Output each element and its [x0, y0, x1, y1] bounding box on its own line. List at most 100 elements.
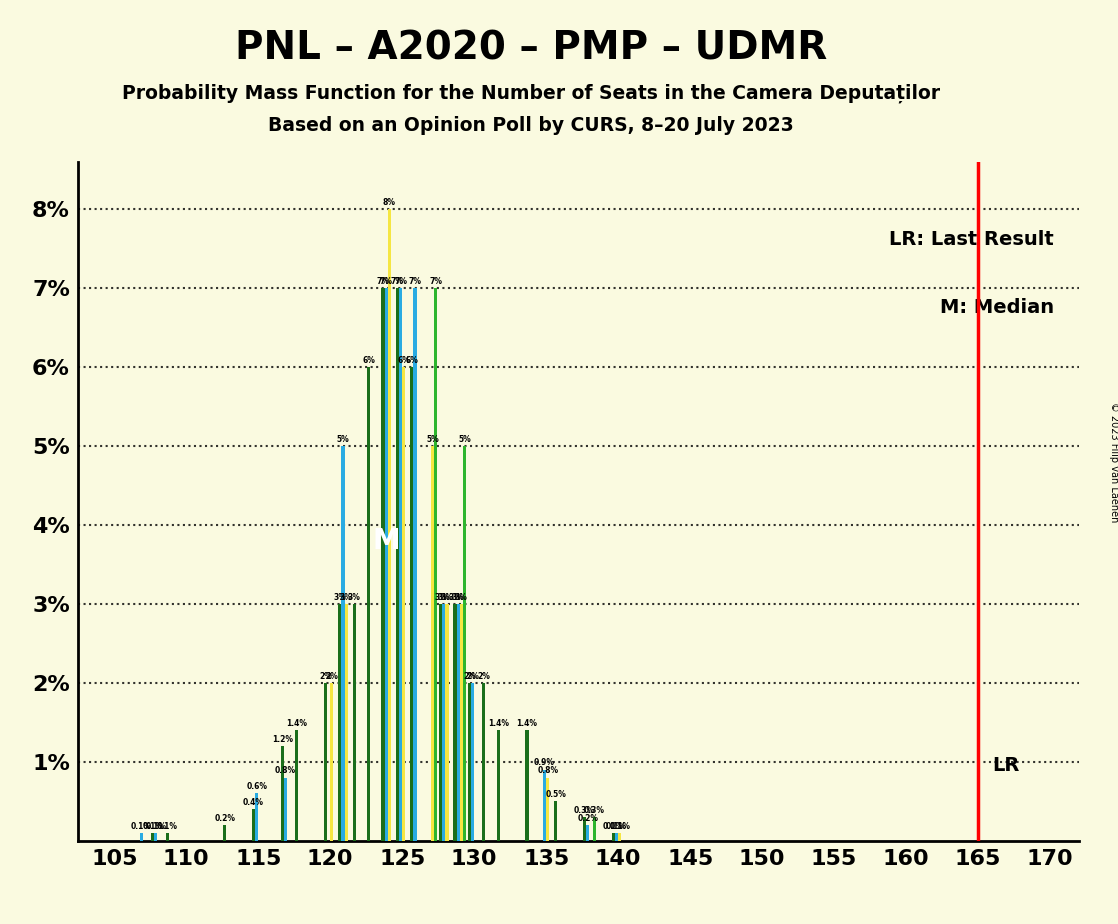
Bar — [463, 446, 466, 841]
Bar — [252, 809, 255, 841]
Text: 0.6%: 0.6% — [246, 782, 267, 791]
Bar — [543, 770, 547, 841]
Text: Probability Mass Function for the Number of Seats in the Camera Deputaților: Probability Mass Function for the Number… — [122, 83, 940, 103]
Text: 2%: 2% — [319, 672, 332, 681]
Text: 6%: 6% — [362, 356, 376, 365]
Bar — [255, 794, 258, 841]
Bar — [339, 604, 341, 841]
Text: LR: Last Result: LR: Last Result — [889, 230, 1054, 249]
Bar — [344, 604, 348, 841]
Text: 0.1%: 0.1% — [157, 821, 178, 831]
Text: 2%: 2% — [325, 672, 339, 681]
Text: 1.4%: 1.4% — [517, 719, 538, 728]
Text: 3%: 3% — [434, 592, 447, 602]
Bar — [140, 833, 143, 841]
Bar — [224, 825, 226, 841]
Bar — [467, 683, 471, 841]
Text: 1.4%: 1.4% — [286, 719, 307, 728]
Bar — [399, 288, 402, 841]
Text: Based on an Opinion Poll by CURS, 8–20 July 2023: Based on an Opinion Poll by CURS, 8–20 J… — [268, 116, 794, 136]
Text: 0.1%: 0.1% — [131, 821, 152, 831]
Text: 0.1%: 0.1% — [142, 821, 163, 831]
Text: 7%: 7% — [429, 276, 443, 286]
Text: 0.1%: 0.1% — [603, 821, 624, 831]
Text: M: M — [372, 527, 400, 554]
Text: 0.9%: 0.9% — [534, 759, 556, 768]
Bar — [525, 730, 529, 841]
Text: 6%: 6% — [397, 356, 410, 365]
Text: 6%: 6% — [406, 356, 418, 365]
Text: 3%: 3% — [437, 592, 451, 602]
Text: 2%: 2% — [463, 672, 476, 681]
Bar — [482, 683, 485, 841]
Text: 3%: 3% — [455, 592, 467, 602]
Bar — [151, 833, 154, 841]
Bar — [414, 288, 417, 841]
Text: 2%: 2% — [466, 672, 479, 681]
Text: 5%: 5% — [426, 434, 439, 444]
Text: 7%: 7% — [395, 276, 407, 286]
Bar — [388, 209, 391, 841]
Bar — [615, 833, 618, 841]
Bar — [445, 604, 448, 841]
Bar — [593, 817, 596, 841]
Text: © 2023 Filip van Laenen: © 2023 Filip van Laenen — [1109, 402, 1118, 522]
Bar — [281, 746, 284, 841]
Bar — [454, 604, 456, 841]
Bar — [396, 288, 399, 841]
Text: 5%: 5% — [458, 434, 471, 444]
Bar — [330, 683, 333, 841]
Bar — [295, 730, 299, 841]
Bar — [165, 833, 169, 841]
Text: 0.8%: 0.8% — [537, 766, 558, 775]
Text: 2%: 2% — [477, 672, 491, 681]
Bar — [443, 604, 445, 841]
Bar — [555, 801, 558, 841]
Bar — [618, 833, 622, 841]
Bar — [456, 604, 459, 841]
Text: 7%: 7% — [408, 276, 421, 286]
Bar — [459, 604, 463, 841]
Bar — [496, 730, 500, 841]
Text: 1.4%: 1.4% — [487, 719, 509, 728]
Text: 7%: 7% — [391, 276, 404, 286]
Text: 1.2%: 1.2% — [272, 735, 293, 744]
Text: 0.1%: 0.1% — [145, 821, 167, 831]
Bar — [341, 446, 344, 841]
Text: 0.2%: 0.2% — [577, 814, 598, 822]
Bar — [471, 683, 474, 841]
Text: 0.5%: 0.5% — [546, 790, 566, 799]
Text: 3%: 3% — [340, 592, 352, 602]
Bar — [324, 683, 328, 841]
Bar — [381, 288, 385, 841]
Bar — [434, 288, 437, 841]
Text: M: Median: M: Median — [940, 298, 1054, 317]
Text: 0.1%: 0.1% — [606, 821, 627, 831]
Text: 0.3%: 0.3% — [575, 806, 595, 815]
Text: LR: LR — [993, 757, 1020, 775]
Text: 0.4%: 0.4% — [243, 798, 264, 807]
Text: 3%: 3% — [440, 592, 454, 602]
Text: 0.1%: 0.1% — [609, 821, 631, 831]
Bar — [432, 446, 434, 841]
Text: 7%: 7% — [377, 276, 389, 286]
Bar — [439, 604, 443, 841]
Bar — [284, 778, 287, 841]
Text: 3%: 3% — [333, 592, 347, 602]
Text: 0.8%: 0.8% — [275, 766, 296, 775]
Text: 7%: 7% — [380, 276, 392, 286]
Bar — [582, 817, 586, 841]
Bar — [367, 367, 370, 841]
Text: 3%: 3% — [348, 592, 361, 602]
Text: 5%: 5% — [337, 434, 350, 444]
Bar — [547, 778, 549, 841]
Text: 3%: 3% — [448, 592, 462, 602]
Text: 8%: 8% — [382, 198, 396, 207]
Bar — [612, 833, 615, 841]
Bar — [154, 833, 158, 841]
Bar — [352, 604, 356, 841]
Bar — [586, 825, 589, 841]
Bar — [410, 367, 414, 841]
Text: 3%: 3% — [452, 592, 465, 602]
Text: 0.3%: 0.3% — [584, 806, 605, 815]
